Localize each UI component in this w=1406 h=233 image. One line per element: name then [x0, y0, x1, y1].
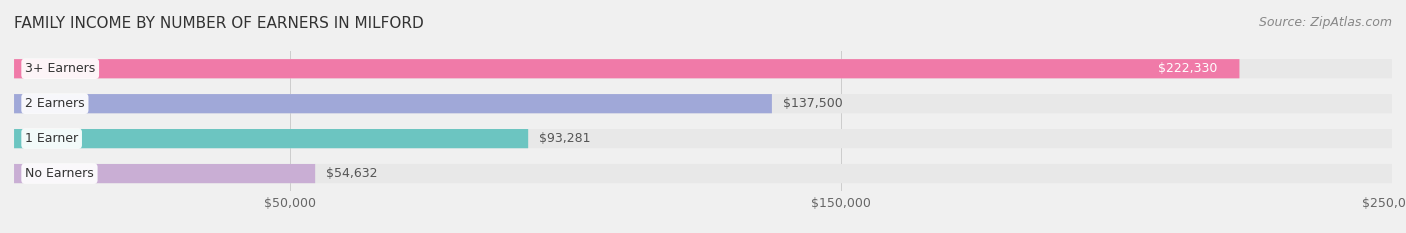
Text: $54,632: $54,632 [326, 167, 378, 180]
FancyBboxPatch shape [14, 59, 1240, 78]
Text: $137,500: $137,500 [783, 97, 842, 110]
Text: FAMILY INCOME BY NUMBER OF EARNERS IN MILFORD: FAMILY INCOME BY NUMBER OF EARNERS IN MI… [14, 16, 423, 31]
Text: Source: ZipAtlas.com: Source: ZipAtlas.com [1258, 16, 1392, 29]
FancyBboxPatch shape [14, 59, 1392, 78]
Text: $93,281: $93,281 [540, 132, 591, 145]
Text: 1 Earner: 1 Earner [25, 132, 79, 145]
FancyBboxPatch shape [14, 129, 529, 148]
FancyBboxPatch shape [14, 164, 1392, 183]
FancyBboxPatch shape [14, 94, 772, 113]
Text: 2 Earners: 2 Earners [25, 97, 84, 110]
FancyBboxPatch shape [14, 129, 1392, 148]
FancyBboxPatch shape [14, 164, 315, 183]
Text: No Earners: No Earners [25, 167, 94, 180]
Text: $222,330: $222,330 [1159, 62, 1218, 75]
Text: 3+ Earners: 3+ Earners [25, 62, 96, 75]
FancyBboxPatch shape [14, 94, 1392, 113]
